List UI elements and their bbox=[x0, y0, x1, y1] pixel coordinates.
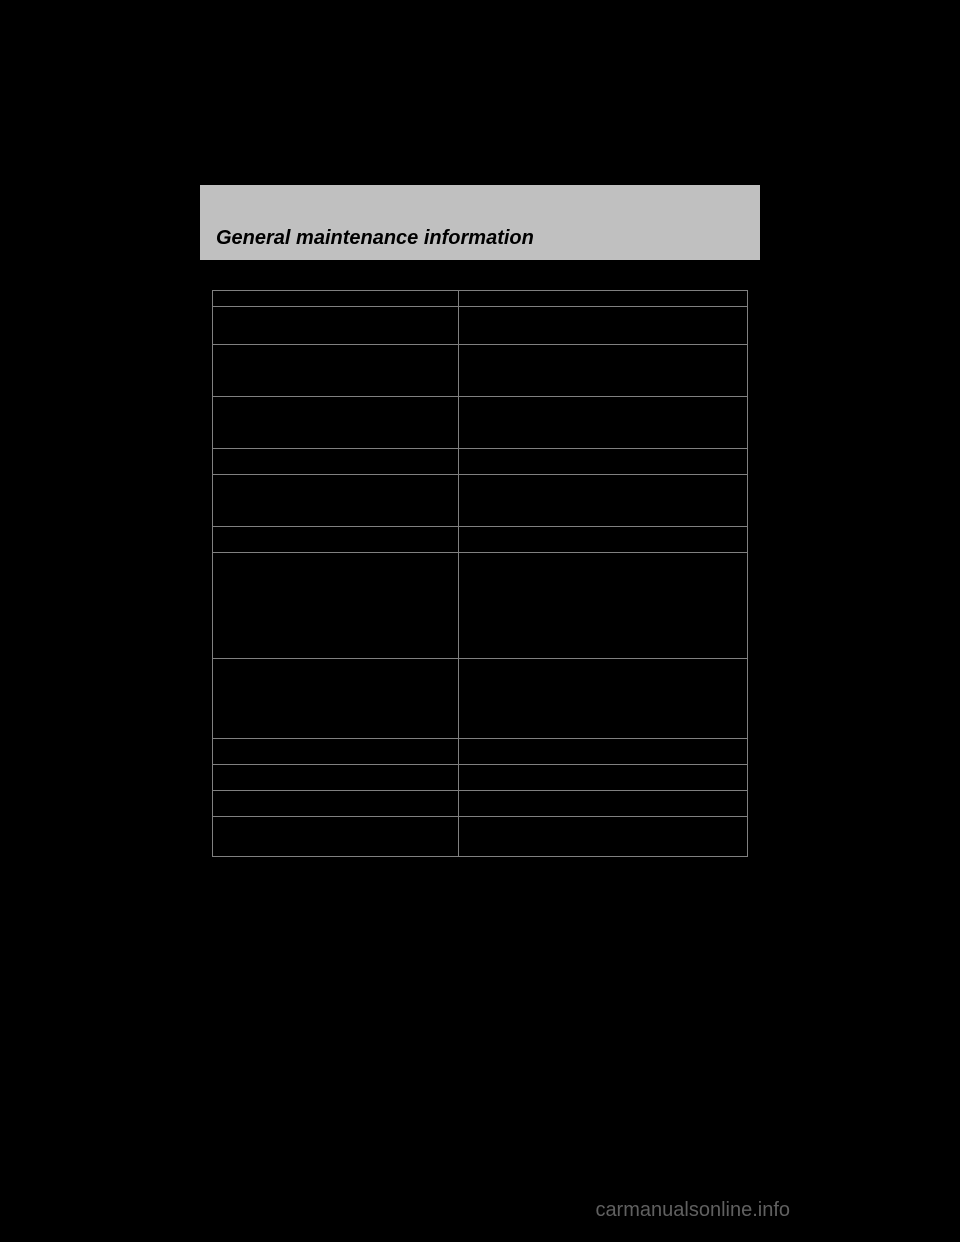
table-row bbox=[213, 739, 748, 765]
table-cell-left bbox=[213, 659, 459, 739]
table-row bbox=[213, 449, 748, 475]
table-row bbox=[213, 553, 748, 659]
table-cell-left bbox=[213, 553, 459, 659]
table-cell-left bbox=[213, 765, 459, 791]
table-row bbox=[213, 397, 748, 449]
table-row bbox=[213, 291, 748, 307]
table-cell-right bbox=[459, 291, 748, 307]
table-cell-left bbox=[213, 291, 459, 307]
table-cell-right bbox=[459, 527, 748, 553]
table-cell-right bbox=[459, 659, 748, 739]
table-cell-right bbox=[459, 449, 748, 475]
table-row bbox=[213, 475, 748, 527]
table-row bbox=[213, 791, 748, 817]
table-cell-left bbox=[213, 739, 459, 765]
table-row bbox=[213, 527, 748, 553]
table-row bbox=[213, 345, 748, 397]
table-cell-left bbox=[213, 527, 459, 553]
table-cell-left bbox=[213, 345, 459, 397]
table-wrapper bbox=[200, 290, 760, 857]
table-cell-left bbox=[213, 307, 459, 345]
maintenance-table bbox=[212, 290, 748, 857]
section-header: General maintenance information bbox=[200, 185, 760, 260]
table-row bbox=[213, 765, 748, 791]
section-title: General maintenance information bbox=[216, 227, 534, 250]
table-cell-right bbox=[459, 765, 748, 791]
table-cell-left bbox=[213, 449, 459, 475]
table-cell-right bbox=[459, 307, 748, 345]
table-cell-right bbox=[459, 739, 748, 765]
table-row bbox=[213, 307, 748, 345]
page-container: General maintenance information bbox=[200, 185, 760, 857]
table-cell-right bbox=[459, 791, 748, 817]
watermark-text: carmanualsonline.info bbox=[595, 1199, 790, 1222]
table-cell-right bbox=[459, 397, 748, 449]
table-cell-right bbox=[459, 817, 748, 857]
table-cell-left bbox=[213, 791, 459, 817]
table-cell-right bbox=[459, 475, 748, 527]
table-cell-left bbox=[213, 817, 459, 857]
table-row bbox=[213, 659, 748, 739]
table-cell-left bbox=[213, 475, 459, 527]
table-row bbox=[213, 817, 748, 857]
table-cell-right bbox=[459, 345, 748, 397]
table-cell-right bbox=[459, 553, 748, 659]
table-cell-left bbox=[213, 397, 459, 449]
